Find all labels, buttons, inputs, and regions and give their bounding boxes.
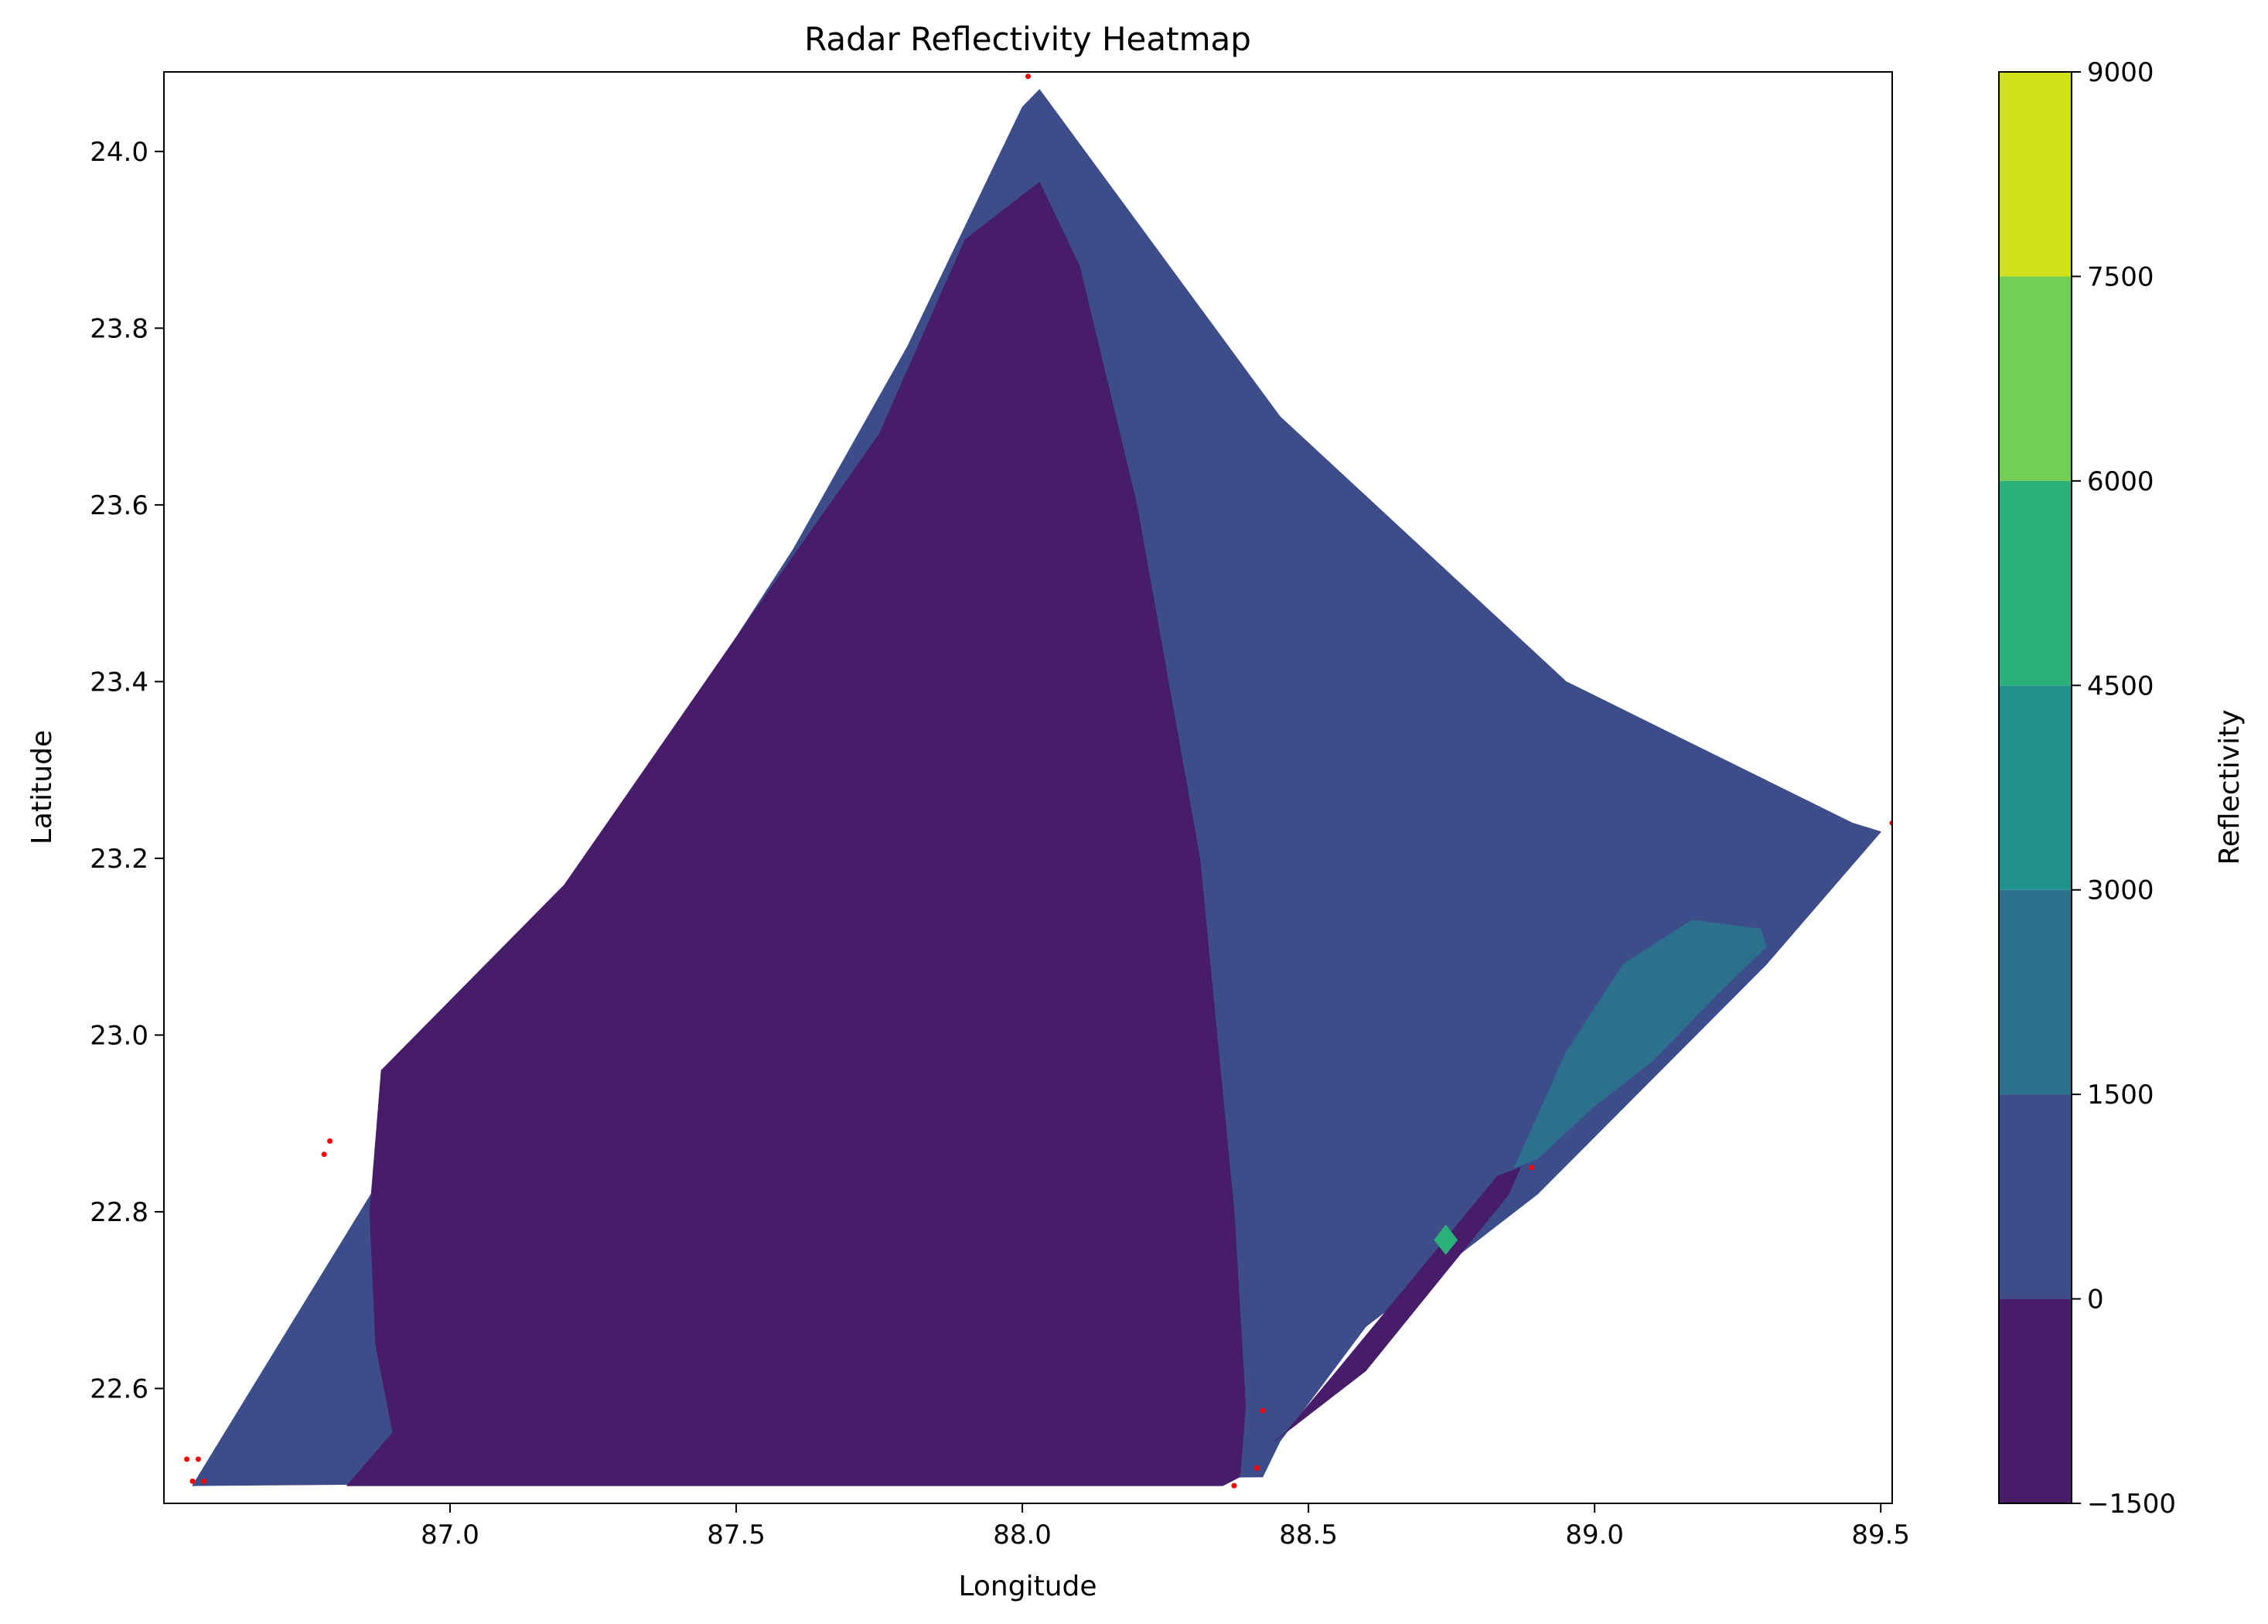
scatter-point-2 (195, 1456, 201, 1462)
plot-frame (163, 71, 1893, 1504)
x-tick-label: 89.5 (1851, 1520, 1910, 1551)
colorbar-band-3 (1999, 685, 2072, 890)
contour-region-3 (1513, 919, 1767, 1169)
colorbar-band-4 (1999, 480, 2072, 686)
y-tick-label: 22.6 (90, 1373, 148, 1404)
contour-region-1 (346, 182, 1247, 1486)
scatter-point-3 (189, 1478, 196, 1484)
colorbar-tick-label: −1500 (2087, 1489, 2176, 1520)
colorbar-tick-label: 3000 (2087, 875, 2154, 906)
contour-region-4 (1434, 1224, 1458, 1255)
contour-region-2 (1274, 1166, 1521, 1442)
scatter-point-7 (1231, 1482, 1237, 1489)
colorbar-tick-label: 1500 (2087, 1080, 2154, 1111)
y-axis: 22.6 22.8 23.0 23.2 23.4 23.6 23.8 24.0 (90, 137, 164, 1404)
scatter-point-9 (1260, 1407, 1266, 1414)
colorbar-band-0 (1999, 1298, 2072, 1503)
x-axis-label: Longitude (958, 1571, 1096, 1602)
x-axis: 87.0 87.5 88.0 88.5 89.0 89.5 (421, 1503, 1910, 1551)
y-tick-label: 23.8 (90, 313, 148, 344)
colorbar-tick-label: 0 (2087, 1285, 2104, 1315)
plot-area (184, 73, 1892, 1489)
y-tick-label: 23.4 (90, 667, 148, 698)
y-tick-label: 23.0 (90, 1020, 148, 1051)
chart-title: Radar Reflectivity Heatmap (804, 20, 1251, 58)
colorbar: −1500 0 1500 3000 4500 6000 7500 9000 (1998, 57, 2176, 1520)
scatter-point-4 (201, 1478, 207, 1484)
x-tick-label: 88.0 (993, 1520, 1052, 1551)
colorbar-label: Reflectivity (2214, 709, 2246, 865)
y-axis-label: Latitude (26, 730, 58, 844)
colorbar-tick-label: 7500 (2087, 261, 2154, 292)
colorbar-band-1 (1999, 1094, 2072, 1299)
y-tick-label: 24.0 (90, 137, 148, 168)
x-tick-label: 89.0 (1565, 1520, 1624, 1551)
colorbar-band-2 (1999, 889, 2072, 1095)
colorbar-tick-label: 4500 (2087, 670, 2154, 701)
scatter-point-1 (184, 1456, 190, 1462)
scatter-point-6 (321, 1151, 327, 1158)
y-tick-label: 22.8 (90, 1197, 148, 1228)
scatter-point-0 (1025, 73, 1031, 80)
x-tick-label: 87.5 (707, 1520, 766, 1551)
y-tick-label: 23.6 (90, 490, 148, 521)
colorbar-tick-label: 9000 (2087, 57, 2154, 88)
colorbar-band-6 (1999, 72, 2072, 277)
y-tick-label: 23.2 (90, 844, 148, 875)
colorbar-frame (1998, 71, 2072, 1504)
colorbar-tick-label: 6000 (2087, 466, 2154, 497)
scatter-point-8 (1254, 1465, 1260, 1471)
scatter-point-5 (327, 1138, 333, 1144)
colorbar-band-5 (1999, 276, 2072, 481)
scatter-point-10 (1529, 1165, 1535, 1171)
x-tick-label: 88.5 (1279, 1520, 1338, 1551)
x-tick-label: 87.0 (421, 1520, 479, 1551)
